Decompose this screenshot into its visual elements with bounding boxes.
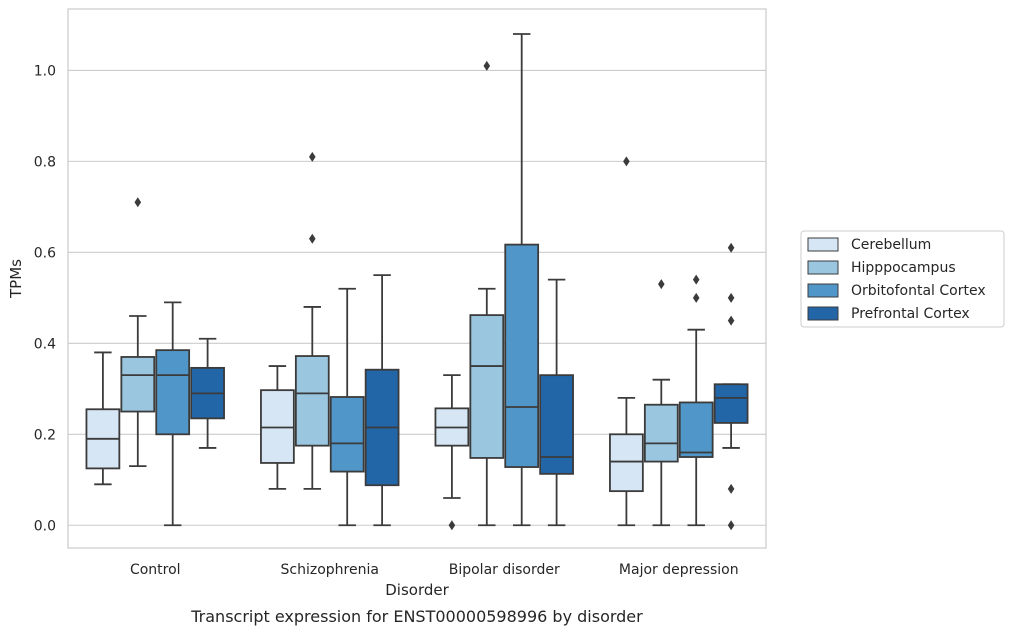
box-body — [713, 383, 749, 424]
box-3-3 — [713, 242, 749, 531]
box-1-3 — [364, 274, 400, 527]
outlier-point — [727, 242, 735, 253]
outlier-point — [727, 315, 735, 326]
box-0-1 — [120, 197, 156, 468]
box-2-2 — [504, 33, 540, 527]
legend-swatch — [807, 237, 839, 252]
outlier-point — [309, 151, 316, 162]
figure-caption: Transcript expression for ENST0000059899… — [190, 607, 643, 626]
box-body — [260, 389, 295, 464]
box-body — [329, 396, 365, 473]
legend-swatch — [807, 306, 839, 321]
box-body — [609, 433, 644, 493]
y-tick-label: 0.8 — [34, 154, 56, 170]
outlier-point — [448, 520, 456, 531]
box-2-1 — [469, 60, 505, 527]
box-0-0 — [85, 351, 121, 486]
box-3-1 — [643, 279, 679, 527]
x-tick-label: Major depression — [619, 562, 739, 578]
box-2-3 — [539, 278, 574, 527]
box-body — [539, 374, 574, 475]
legend: Cerebellum Hipppocampus Orbitofontal Corte… — [800, 230, 1005, 328]
box-body — [294, 355, 330, 447]
box-3-2 — [678, 274, 714, 527]
y-tick-label: 0.6 — [34, 245, 56, 261]
y-tick-label: 1.0 — [34, 63, 56, 79]
box-1-0 — [260, 365, 295, 490]
outlier-point — [134, 197, 142, 208]
box-plot-marks — [85, 33, 749, 531]
legend-label: Prefrontal Cortex — [851, 306, 970, 322]
x-axis-label: Disorder — [385, 581, 449, 599]
legend-swatch — [807, 283, 839, 298]
y-tick-label: 0.2 — [34, 427, 56, 443]
outlier-point — [309, 233, 316, 244]
y-tick-label: 0.0 — [34, 518, 56, 534]
outlier-point — [658, 279, 665, 290]
outlier-point — [727, 520, 735, 531]
outlier-point — [727, 483, 735, 494]
legend-label: Cerebellum — [851, 237, 931, 253]
outlier-point — [623, 156, 630, 167]
box-1-2 — [329, 287, 365, 527]
legend-label: Orbitofontal Cortex — [851, 283, 986, 299]
box-2-0 — [434, 374, 470, 531]
box-0-2 — [155, 301, 191, 527]
legend-swatch — [807, 260, 839, 275]
box-body — [120, 356, 156, 413]
outlier-point — [692, 274, 700, 285]
legend-label: Hipppocampus — [851, 260, 956, 276]
box-body — [504, 243, 540, 468]
box-body — [678, 401, 714, 458]
box-0-3 — [190, 337, 225, 449]
x-tick-label: Bipolar disorder — [449, 562, 560, 578]
box-3-0 — [609, 156, 644, 527]
outlier-point — [727, 292, 735, 303]
plot-frame — [67, 8, 767, 549]
outlier-point — [692, 292, 700, 303]
x-tick-label: Schizophrenia — [281, 562, 379, 578]
outlier-point — [483, 60, 491, 71]
x-tick-labels: Control Schizophrenia Bipolar disorder Majo… — [130, 562, 739, 578]
box-1-1 — [294, 151, 330, 490]
box-body — [643, 403, 679, 463]
box-body — [469, 314, 505, 459]
x-tick-label: Control — [130, 562, 181, 578]
y-tick-label: 0.4 — [34, 336, 56, 352]
box-body — [155, 349, 191, 436]
legend-frame — [800, 230, 1005, 328]
y-tick-labels: 0.0 0.2 0.4 0.6 0.8 1.0 — [34, 63, 56, 534]
y-axis-label: TPMs — [7, 259, 25, 299]
